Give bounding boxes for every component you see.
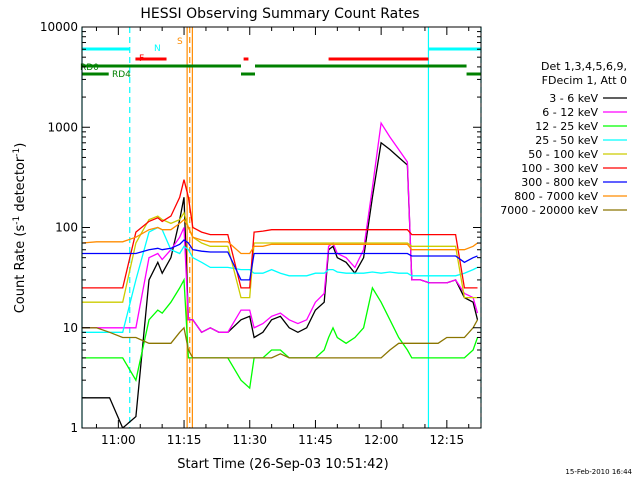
series-line-5 xyxy=(82,179,478,289)
series-line-4 xyxy=(82,211,478,303)
x-tick-label: 11:15 xyxy=(167,433,202,447)
legend-label-8: 7000 - 20000 keV xyxy=(500,204,598,217)
x-tick-label: 11:30 xyxy=(232,433,267,447)
flag-label-S: S xyxy=(177,37,183,47)
legend-label-6: 300 - 800 keV xyxy=(521,176,598,189)
series-line-0 xyxy=(82,141,479,428)
series-line-3 xyxy=(82,226,478,333)
y-tick-label: 1 xyxy=(70,421,78,435)
legend-header-line2: FDecim 1, Att 0 xyxy=(542,74,627,87)
legend-label-5: 100 - 300 keV xyxy=(521,162,598,175)
x-axis-label: Start Time (26-Sep-03 10:51:42) xyxy=(177,457,388,472)
legend-label-4: 50 - 100 keV xyxy=(528,148,598,161)
legend-label-0: 3 - 6 keV xyxy=(549,92,598,105)
chart-title: HESSI Observing Summary Count Rates xyxy=(140,6,419,22)
flag-label-N: N xyxy=(154,44,161,54)
x-tick-label: 11:45 xyxy=(298,433,333,447)
legend-label-7: 800 - 7000 keV xyxy=(514,190,598,203)
x-tick-label: 12:00 xyxy=(364,433,399,447)
x-tick-label: 12:15 xyxy=(430,433,465,447)
footer-date: 15-Feb-2010 16:44 xyxy=(565,468,632,476)
legend-label-2: 12 - 25 keV xyxy=(535,120,598,133)
axes: 1 10 100 1000 10000 11:00 11:15 11:30 11:45 12:00… xyxy=(40,20,482,447)
flag-label-RD4: RD4 xyxy=(112,70,131,80)
flag-label-F: F xyxy=(139,54,144,64)
series-group xyxy=(82,121,479,428)
series-line-6 xyxy=(82,239,478,281)
y-tick-label: 10 xyxy=(63,321,78,335)
legend-header-line1: Det 1,3,4,5,6,9, xyxy=(541,60,627,73)
legend-label-1: 6 - 12 keV xyxy=(542,106,598,119)
y-tick-label: 100 xyxy=(55,221,78,235)
series-line-7 xyxy=(82,218,478,255)
y-tick-label: 10000 xyxy=(40,20,78,34)
legend-label-3: 25 - 50 keV xyxy=(535,134,598,147)
x-tick-label: 11:00 xyxy=(101,433,136,447)
y-axis-label: Count Rate (s-1 detector-1) xyxy=(12,143,28,314)
y-tick-label: 1000 xyxy=(47,120,78,134)
series-line-8 xyxy=(82,319,479,359)
series-line-1 xyxy=(82,121,479,334)
legend: Det 1,3,4,5,6,9, FDecim 1, Att 0 3 - 6 k… xyxy=(500,60,627,217)
flag-label-RD0: RD0 xyxy=(80,63,99,73)
plot-area: N S F RD0 RD4 xyxy=(80,27,482,428)
